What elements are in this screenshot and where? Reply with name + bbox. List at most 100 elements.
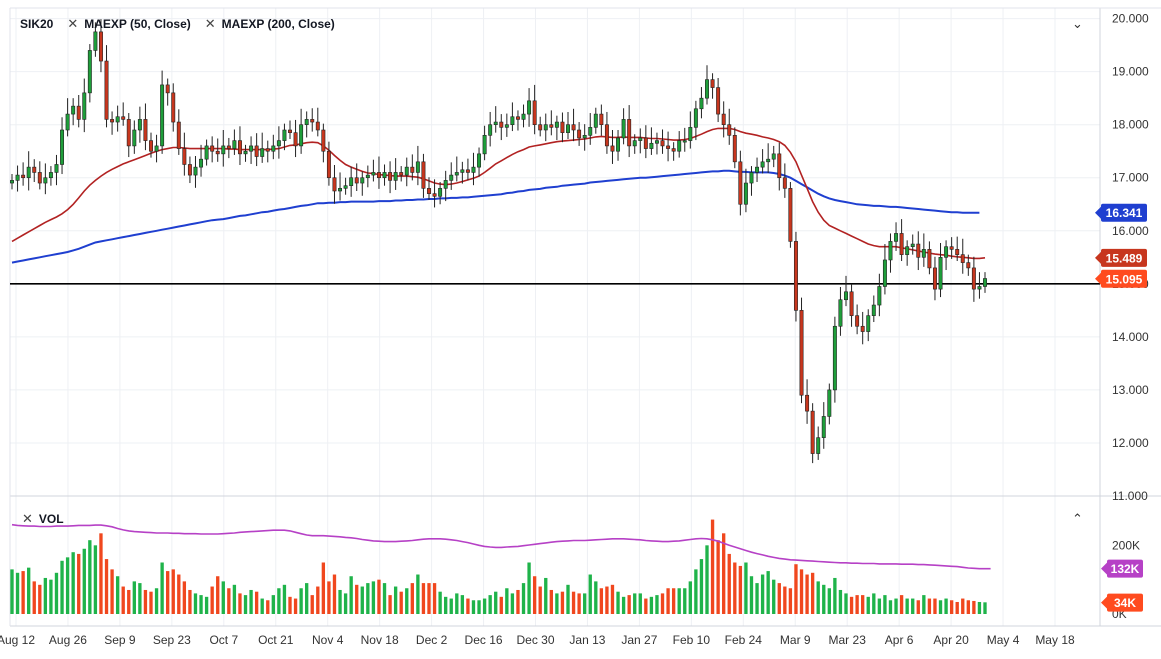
volume-bar[interactable] xyxy=(877,598,882,614)
candle-body[interactable] xyxy=(249,145,254,152)
candle-body[interactable] xyxy=(844,291,848,301)
candle-body[interactable] xyxy=(643,137,648,149)
volume-bar[interactable] xyxy=(683,588,687,614)
volume-bar[interactable] xyxy=(143,589,148,614)
candle-body[interactable] xyxy=(282,129,287,141)
candle-body[interactable] xyxy=(521,113,526,120)
volume-bar[interactable] xyxy=(410,583,414,614)
volume-bar[interactable] xyxy=(961,598,965,614)
candle-body[interactable] xyxy=(488,124,493,136)
candle-body[interactable] xyxy=(399,172,404,176)
volume-bar[interactable] xyxy=(966,600,970,614)
candle-body[interactable] xyxy=(677,140,682,152)
candle-body[interactable] xyxy=(816,437,821,454)
volume-bar[interactable] xyxy=(905,598,909,614)
candle-body[interactable] xyxy=(137,119,142,131)
volume-bar[interactable] xyxy=(232,584,237,614)
candle-body[interactable] xyxy=(182,148,187,165)
candle-body[interactable] xyxy=(37,172,42,184)
candle-body[interactable] xyxy=(882,259,887,287)
candle-body[interactable] xyxy=(949,246,954,250)
candle-body[interactable] xyxy=(93,31,98,51)
volume-bar[interactable] xyxy=(521,583,526,614)
volume-bar[interactable] xyxy=(416,574,420,614)
volume-bar[interactable] xyxy=(104,559,109,614)
volume-bar[interactable] xyxy=(872,593,876,614)
volume-bar[interactable] xyxy=(566,584,570,614)
candle-body[interactable] xyxy=(905,246,910,255)
candle-body[interactable] xyxy=(199,158,204,168)
candle-body[interactable] xyxy=(610,145,615,152)
candle-body[interactable] xyxy=(477,153,482,168)
candle-body[interactable] xyxy=(560,121,565,133)
candle-body[interactable] xyxy=(87,50,92,94)
volume-bar[interactable] xyxy=(883,595,887,614)
chevron-down-icon[interactable]: ⌄ xyxy=(1072,16,1083,31)
candle-body[interactable] xyxy=(15,174,20,181)
candle-body[interactable] xyxy=(654,140,659,144)
volume-bar[interactable] xyxy=(649,596,654,614)
volume-bar[interactable] xyxy=(733,562,737,615)
candle-body[interactable] xyxy=(693,108,698,128)
volume-bar[interactable] xyxy=(193,593,198,614)
candle-body[interactable] xyxy=(593,113,598,128)
volume-bar[interactable] xyxy=(516,589,520,614)
volume-bar[interactable] xyxy=(694,569,698,614)
candle-body[interactable] xyxy=(382,172,387,179)
candle-body[interactable] xyxy=(471,166,476,173)
volume-bar[interactable] xyxy=(805,574,809,614)
candle-body[interactable] xyxy=(215,150,220,155)
volume-bar[interactable] xyxy=(377,579,381,614)
candle-body[interactable] xyxy=(276,140,281,147)
volume-bar[interactable] xyxy=(154,588,159,614)
volume-bar[interactable] xyxy=(60,560,64,614)
candle-body[interactable] xyxy=(966,262,971,269)
candle-body[interactable] xyxy=(432,193,437,197)
candle-body[interactable] xyxy=(638,137,643,141)
candle-body[interactable] xyxy=(404,166,409,176)
volume-bar[interactable] xyxy=(110,569,114,614)
volume-bar[interactable] xyxy=(177,574,181,614)
volume-bar[interactable] xyxy=(171,569,175,614)
candle-body[interactable] xyxy=(421,161,426,189)
volume-bar[interactable] xyxy=(49,579,53,614)
volume-bar[interactable] xyxy=(744,562,748,615)
volume-bar[interactable] xyxy=(27,567,31,614)
candle-body[interactable] xyxy=(849,291,854,316)
volume-bar[interactable] xyxy=(833,577,837,614)
candle-body[interactable] xyxy=(354,177,359,184)
candle-body[interactable] xyxy=(749,172,754,184)
volume-bar[interactable] xyxy=(949,600,954,614)
volume-bar[interactable] xyxy=(299,588,303,614)
candle-body[interactable] xyxy=(265,148,270,152)
volume-bar[interactable] xyxy=(705,545,709,614)
candle-body[interactable] xyxy=(365,174,370,179)
candle-body[interactable] xyxy=(110,119,115,123)
candle-body[interactable] xyxy=(604,124,609,147)
volume-bar[interactable] xyxy=(166,571,170,614)
candle-body[interactable] xyxy=(260,148,265,157)
volume-bar[interactable] xyxy=(38,584,42,614)
volume-bar[interactable] xyxy=(488,595,492,614)
volume-bar[interactable] xyxy=(599,588,604,614)
candle-body[interactable] xyxy=(43,177,48,184)
volume-bar[interactable] xyxy=(210,586,214,614)
candle-body[interactable] xyxy=(438,188,443,197)
candle-body[interactable] xyxy=(932,267,937,290)
candle-body[interactable] xyxy=(793,241,798,311)
volume-bar[interactable] xyxy=(494,591,498,614)
volume-bar[interactable] xyxy=(499,596,503,614)
candle-body[interactable] xyxy=(632,140,637,147)
candle-body[interactable] xyxy=(443,180,448,189)
volume-bar[interactable] xyxy=(888,600,893,614)
volume-bar[interactable] xyxy=(188,589,192,614)
candle-body[interactable] xyxy=(927,249,932,269)
volume-bar[interactable] xyxy=(866,596,870,614)
candle-body[interactable] xyxy=(482,135,487,155)
candle-body[interactable] xyxy=(732,135,737,163)
volume-bar[interactable] xyxy=(844,593,848,614)
volume-bar[interactable] xyxy=(660,593,665,614)
volume-bar[interactable] xyxy=(788,588,793,614)
volume-bar[interactable] xyxy=(149,591,153,614)
volume-bar[interactable] xyxy=(810,572,815,614)
